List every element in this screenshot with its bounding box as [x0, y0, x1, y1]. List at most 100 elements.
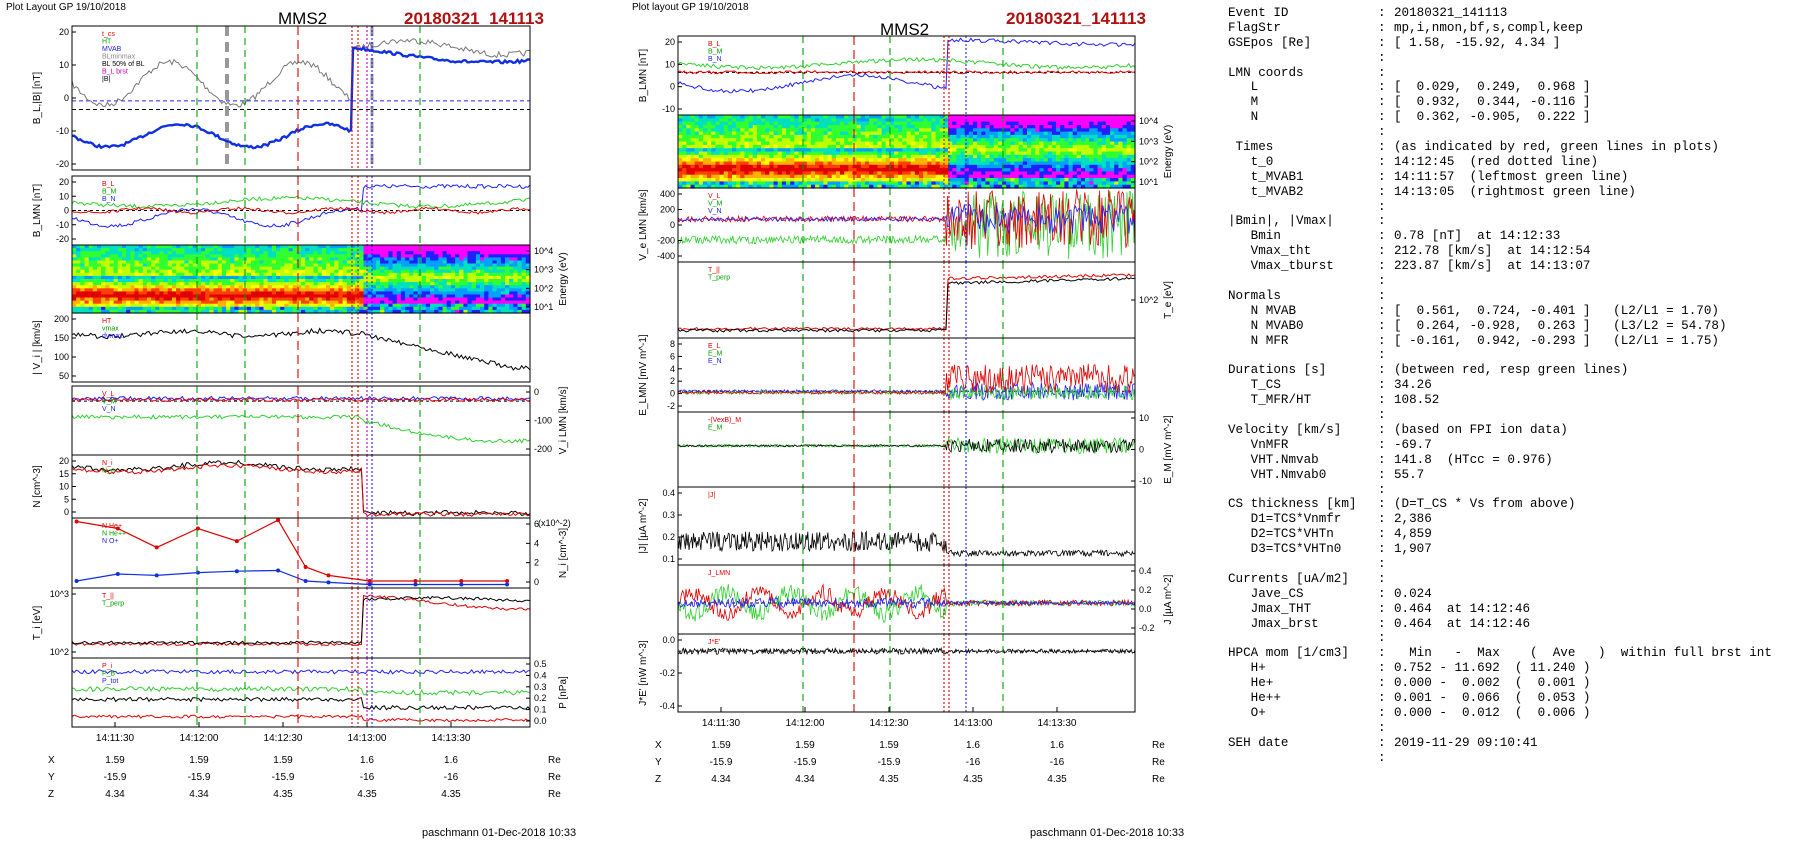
spectrogram-cell [910, 161, 916, 166]
spectrogram-cell [935, 178, 941, 182]
spectrogram-cell [196, 248, 202, 252]
spectrogram-cell [442, 291, 448, 296]
spectrogram-cell [521, 282, 527, 286]
spectrogram-cell [467, 303, 473, 308]
spectrogram-cell [919, 138, 924, 143]
spectrogram-cell [375, 279, 381, 283]
spectrogram-cell [682, 174, 687, 179]
spectrogram-cell [155, 248, 161, 252]
spectrogram-cell [752, 148, 758, 153]
spectrogram-cell [844, 121, 849, 126]
spectrogram-cell [1089, 181, 1095, 186]
spectrogram-cell [296, 303, 302, 308]
spectrogram-cell [748, 115, 754, 119]
spectrogram-cell [238, 282, 244, 286]
spectrogram-cell [1097, 154, 1103, 159]
data-point [154, 573, 159, 578]
spectrogram-cell [130, 245, 136, 249]
spectrogram-cell [686, 184, 692, 189]
spectrogram-cell [126, 266, 131, 271]
spectrogram-cell [1085, 138, 1090, 143]
spectrogram-cell [301, 260, 306, 265]
spectrogram-cell [707, 158, 712, 162]
spectrogram-cell [301, 297, 306, 302]
legend-entry: BLminmax [102, 54, 136, 61]
series-line-BL [71, 183, 531, 228]
spectrogram-cell [171, 260, 177, 265]
spectrogram-cell [251, 300, 256, 305]
spectrogram-cell [380, 275, 385, 280]
spectrogram-cell [400, 272, 406, 277]
spectrogram-cell [159, 254, 165, 258]
spectrogram-cell [146, 303, 152, 308]
spectrogram-cell [769, 128, 775, 133]
spectrogram-cell [500, 285, 506, 289]
spectrogram-cell [446, 260, 452, 265]
spectrogram-cell [902, 178, 908, 182]
spectrogram-cell [405, 306, 410, 311]
spectrogram-cell [1043, 141, 1049, 146]
spectrogram-cell [246, 282, 252, 286]
spectrogram-cell [459, 288, 464, 292]
spectrogram-cell [88, 282, 94, 286]
position-value: -15.9 [104, 772, 127, 783]
spectrogram-cell [1085, 134, 1090, 139]
spectrogram-cell [1056, 154, 1061, 159]
spectrogram-cell [835, 174, 841, 179]
spectrogram-cell [752, 158, 758, 162]
spectrogram-cell [171, 263, 177, 268]
spectrogram-cell [968, 134, 974, 139]
spectrogram-cell [835, 184, 841, 189]
spectrogram-cell [956, 154, 962, 159]
spectrogram-cell [698, 138, 704, 143]
spectrogram-cell [1093, 171, 1099, 176]
spectrogram-cell [977, 121, 982, 126]
spectrogram-cell [1022, 181, 1028, 186]
spectrogram-cell [1085, 168, 1090, 172]
spectrogram-cell [935, 168, 941, 172]
spectrogram-cell [939, 125, 945, 129]
spectrogram-cell [342, 251, 348, 255]
spectrogram-cell [881, 181, 887, 186]
spectrogram-cell [438, 254, 444, 258]
spectrogram-cell [284, 303, 290, 308]
spectrogram-cell [993, 161, 999, 166]
spectrogram-cell [463, 297, 469, 302]
y-tick-label: 200 [54, 314, 69, 324]
spectrogram-cell [167, 266, 173, 271]
spectrogram-cell [338, 251, 344, 255]
spectrogram-cell [694, 141, 700, 146]
spectrogram-cell [1035, 154, 1041, 159]
spectrogram-cell [686, 144, 692, 149]
spectrogram-cell [400, 282, 406, 286]
spectrogram-cell [217, 254, 223, 258]
spectrogram-cell [171, 266, 177, 271]
spectrogram-cell [346, 279, 352, 283]
spectrogram-cell [296, 279, 302, 283]
spectrogram-cell [1097, 158, 1103, 162]
spectrogram-cell [1002, 151, 1007, 156]
spectrogram-cell [167, 257, 173, 262]
spectrogram-cell [948, 134, 953, 139]
spectrogram-cell [271, 300, 277, 305]
spectrogram-cell [1051, 138, 1057, 143]
spectrogram-cell [163, 279, 169, 283]
spectrogram-cell [371, 257, 377, 262]
spectrogram-cell [977, 171, 982, 176]
spectrogram-cell [927, 138, 933, 143]
spectrogram-cell [802, 181, 808, 186]
spectrogram-cell [409, 288, 415, 292]
spectrogram-cell [989, 125, 995, 129]
spectrogram-cell [761, 181, 766, 186]
spectrogram-cell [371, 303, 377, 308]
position-value: 4.34 [105, 789, 125, 800]
spectrogram-cell [496, 297, 502, 302]
spectrogram-cell [827, 161, 833, 166]
spectrogram-cell [205, 266, 210, 271]
spectrogram-cell [1072, 144, 1078, 149]
spectrogram-cell [396, 303, 402, 308]
spectrogram-cell [101, 285, 106, 289]
legend-entry: T_|| [102, 593, 114, 600]
spectrogram-cell [806, 128, 812, 133]
spectrogram-cell [869, 125, 874, 129]
